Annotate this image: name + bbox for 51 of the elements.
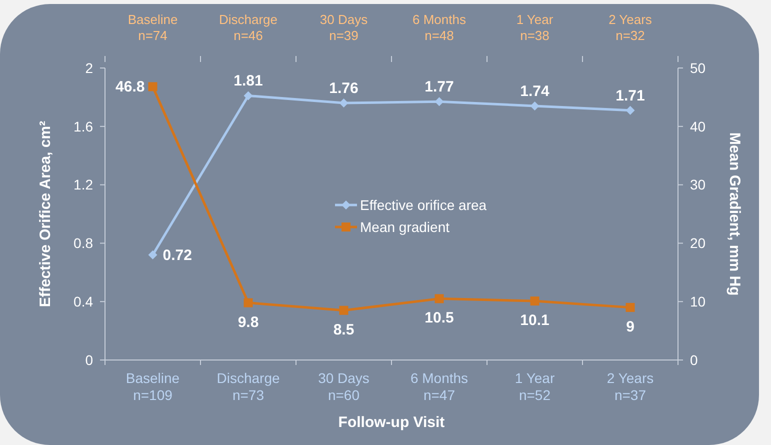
data-label: 1.74	[520, 82, 550, 100]
text: 2 Years n=32	[608, 12, 652, 43]
y-tick-label: 1.2	[74, 176, 94, 193]
legend-label: Mean gradient	[360, 218, 450, 235]
point	[626, 302, 635, 312]
y-tick-label: 0	[85, 352, 94, 368]
point	[148, 250, 158, 260]
text: 30 Days n=39	[320, 12, 368, 43]
legend-label: Effective orifice area	[360, 196, 487, 213]
x-tick-label: 2 Years n=37	[606, 370, 654, 403]
y2-tick-label: 20	[690, 235, 706, 252]
data-label: 1.76	[329, 80, 358, 98]
data-label: 10.5	[424, 310, 454, 327]
text: 1 Year n=38	[516, 12, 554, 43]
text: 6 Months n=48	[412, 12, 466, 43]
y-tick-label: 2	[85, 60, 94, 76]
text: Baseline n=74	[128, 12, 178, 43]
y2-axis-title: Mean Gradient, mm Hg	[726, 132, 743, 296]
point	[148, 82, 158, 92]
point	[530, 101, 540, 110]
point	[530, 296, 540, 306]
y-tick-label: 0.8	[74, 235, 94, 252]
y-tick-label: 0.4	[74, 294, 94, 310]
point	[244, 298, 253, 308]
y2-tick-label: 30	[690, 176, 706, 193]
data-label: 9	[626, 318, 634, 336]
x-tick-label: 6 Months n=47	[410, 370, 468, 403]
data-label: 9.8	[238, 314, 259, 331]
y2-tick-label: 40	[690, 118, 706, 134]
data-label: 8.5	[333, 321, 354, 338]
x-tick-label: 1 Year n=52	[514, 370, 555, 403]
y2-tick-label: 10	[690, 294, 706, 310]
x-tick-label: 30 Days n=60	[318, 370, 370, 403]
point	[244, 91, 253, 100]
text: Discharge n=46	[218, 12, 278, 43]
y-axis-title: Effective Orifice Area, cm²	[37, 120, 54, 308]
data-label: 1.77	[424, 78, 454, 96]
point	[434, 294, 444, 304]
data-label: 1.81	[234, 72, 263, 90]
data-label: 10.1	[520, 312, 550, 330]
y-tick-label: 1.6	[74, 118, 94, 134]
data-label: 46.8	[116, 78, 145, 96]
data-label: 1.71	[616, 87, 645, 104]
point	[339, 306, 348, 315]
y2-tick-label: 0	[690, 352, 698, 368]
point	[339, 98, 348, 108]
x-tick-label: Baseline n=109	[126, 370, 180, 403]
x-tick-label: Discharge n=73	[216, 370, 280, 403]
x-axis-title: Follow-up Visit	[338, 414, 445, 431]
y2-tick-label: 50	[690, 60, 706, 76]
data-label: 0.72	[162, 246, 192, 264]
